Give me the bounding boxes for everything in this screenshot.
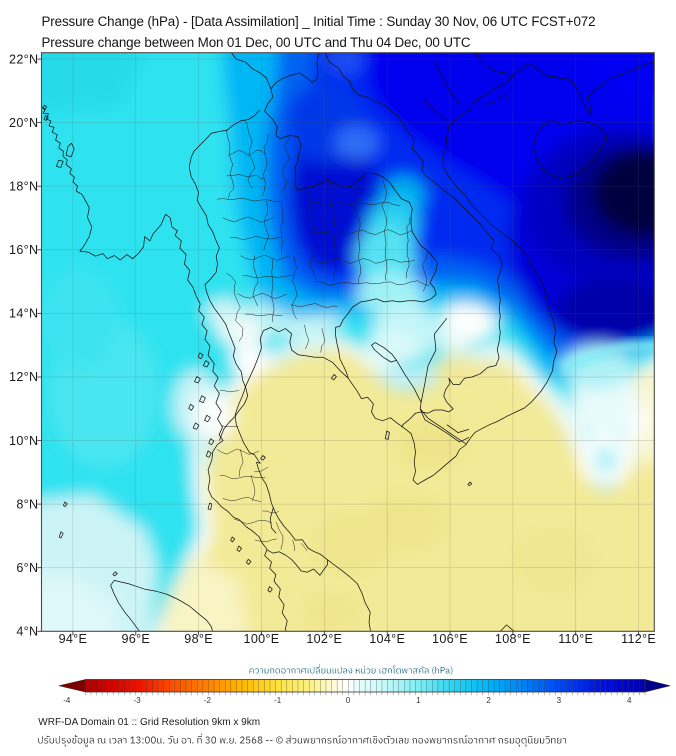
svg-text:4°N: 4°N xyxy=(16,625,38,639)
svg-text:20°N: 20°N xyxy=(9,116,38,130)
svg-text:22°N: 22°N xyxy=(9,52,38,66)
svg-text:104°E: 104°E xyxy=(369,632,405,646)
svg-text:14°N: 14°N xyxy=(9,307,38,321)
svg-text:WRF-DA Domain 01 :: Grid Resol: WRF-DA Domain 01 :: Grid Resolution 9km … xyxy=(38,717,260,728)
svg-text:2: 2 xyxy=(486,696,491,705)
svg-text:96°E: 96°E xyxy=(121,632,150,646)
svg-text:Pressure change between Mon 01: Pressure change between Mon 01 Dec, 00 U… xyxy=(42,35,471,50)
svg-text:10°N: 10°N xyxy=(9,434,38,448)
svg-text:3: 3 xyxy=(557,696,562,705)
svg-text:-4: -4 xyxy=(63,696,71,705)
svg-text:18°N: 18°N xyxy=(9,179,38,193)
svg-text:108°E: 108°E xyxy=(495,632,531,646)
svg-text:100°E: 100°E xyxy=(244,632,280,646)
svg-text:98°E: 98°E xyxy=(184,632,213,646)
svg-text:Pressure Change (hPa) - [Data: Pressure Change (hPa) - [Data Assimilati… xyxy=(42,14,596,29)
svg-text:110°E: 110°E xyxy=(558,632,593,646)
svg-text:94°E: 94°E xyxy=(59,632,88,646)
svg-text:16°N: 16°N xyxy=(9,243,38,257)
svg-text:112°E: 112°E xyxy=(621,632,656,646)
svg-text:0: 0 xyxy=(346,696,351,705)
svg-text:106°E: 106°E xyxy=(432,632,468,646)
svg-text:12°N: 12°N xyxy=(9,370,38,384)
svg-text:4: 4 xyxy=(627,696,632,705)
svg-text:-3: -3 xyxy=(134,696,142,705)
svg-text:1: 1 xyxy=(416,696,421,705)
svg-text:6°N: 6°N xyxy=(16,561,38,575)
svg-text:102°E: 102°E xyxy=(306,632,342,646)
svg-text:-1: -1 xyxy=(274,696,282,705)
svg-text:8°N: 8°N xyxy=(16,497,38,511)
svg-text:-2: -2 xyxy=(204,696,212,705)
